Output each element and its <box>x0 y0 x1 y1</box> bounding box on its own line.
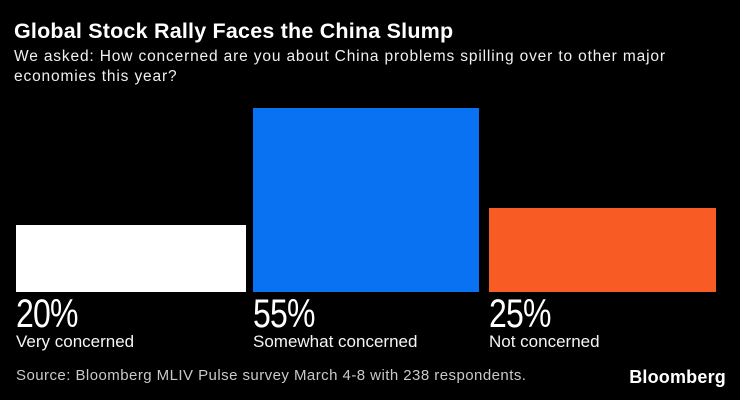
bar-category-label-very-concerned: Very concerned <box>16 332 135 351</box>
bar-column-somewhat-concerned: 55% Somewhat concerned <box>253 0 479 400</box>
bar-value-label-not-concerned: 25% <box>489 292 551 336</box>
bloomberg-logo: Bloomberg <box>629 367 726 387</box>
bar-category-label-somewhat-concerned: Somewhat concerned <box>253 332 418 351</box>
bar-column-very-concerned: 20% Very concerned <box>16 0 246 400</box>
chart-title: Global Stock Rally Faces the China Slump <box>14 19 454 43</box>
subtitle-line-2: economies this year? <box>14 67 178 85</box>
bar-not-concerned <box>489 208 716 292</box>
subtitle-line-1: We asked: How concerned are you about Ch… <box>14 48 666 65</box>
bar-value-label-somewhat-concerned: 55% <box>253 292 315 336</box>
chart-subtitle: We asked: How concerned are you about Ch… <box>14 47 666 86</box>
bar-very-concerned <box>16 225 246 292</box>
source-note: Source: Bloomberg MLIV Pulse survey Marc… <box>16 367 527 384</box>
bar-value-label-very-concerned: 20% <box>16 292 78 336</box>
bar-column-not-concerned: 25% Not concerned <box>489 0 716 400</box>
bar-somewhat-concerned <box>253 108 479 292</box>
bar-category-label-not-concerned: Not concerned <box>489 332 600 351</box>
